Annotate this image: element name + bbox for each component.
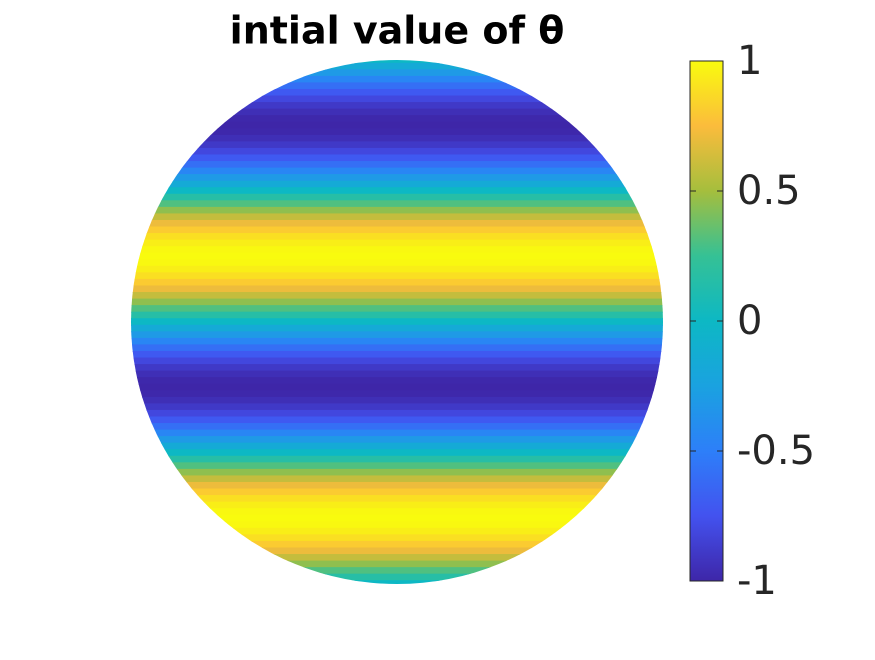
- field-band: [131, 206, 663, 215]
- field-band: [131, 219, 663, 228]
- field-band: [131, 75, 663, 84]
- field-band: [131, 396, 663, 405]
- field-band: [131, 481, 663, 490]
- field-band: [131, 540, 663, 549]
- field-band: [131, 108, 663, 117]
- field-band: [131, 560, 663, 569]
- field-band: [131, 305, 663, 313]
- field-band: [131, 233, 663, 241]
- field-band: [131, 488, 663, 497]
- field-band: [131, 252, 663, 261]
- field-band: [131, 200, 663, 208]
- field-band: [131, 527, 663, 536]
- field-band: [131, 462, 663, 470]
- field-band: [131, 213, 663, 221]
- field-band: [131, 508, 663, 516]
- field-band: [131, 272, 663, 280]
- field-band: [131, 174, 663, 182]
- field-band: [131, 423, 663, 431]
- field-band: [131, 409, 663, 418]
- colorbar-tick-label: -1: [737, 558, 777, 604]
- field-band: [131, 377, 663, 385]
- field-band: [131, 95, 663, 104]
- field-band: [131, 547, 663, 556]
- field-band: [131, 567, 663, 575]
- field-band: [131, 501, 663, 510]
- field-band: [131, 60, 663, 64]
- field-band: [131, 475, 663, 483]
- field-band: [131, 495, 663, 503]
- field-band: [131, 285, 663, 294]
- field-band: [131, 429, 663, 438]
- field-band: [131, 436, 663, 444]
- field-band: [131, 416, 663, 425]
- field-band: [131, 364, 663, 372]
- field-band: [131, 246, 663, 254]
- disk-field: [131, 60, 663, 584]
- field-band: [131, 128, 663, 136]
- colorbar-tick-label: 0.5: [737, 168, 801, 214]
- field-band: [131, 357, 663, 366]
- field-band: [131, 521, 663, 529]
- field-band: [131, 324, 663, 333]
- field-band: [131, 82, 663, 90]
- colorbar-tick-label: 1: [737, 38, 762, 84]
- field-band: [131, 390, 663, 398]
- field-band: [131, 455, 663, 464]
- field-band: [131, 102, 663, 110]
- field-band: [131, 442, 663, 451]
- field-band: [131, 298, 663, 307]
- field-band: [131, 449, 663, 457]
- field-band: [131, 403, 663, 411]
- field-band: [131, 344, 663, 352]
- field-band: [131, 311, 663, 320]
- chart-title: intial value of θ: [230, 9, 565, 53]
- colorbar-tick-label: 0: [737, 298, 762, 344]
- field-band: [131, 141, 663, 149]
- field-band: [131, 337, 663, 346]
- field-band: [131, 180, 663, 189]
- field-band: [131, 167, 663, 176]
- field-band: [131, 580, 663, 584]
- field-band: [131, 278, 663, 287]
- field-band: [131, 265, 663, 274]
- field-band: [131, 193, 663, 202]
- field-band: [131, 154, 663, 163]
- field-band: [131, 69, 663, 77]
- field-band: [131, 62, 663, 71]
- field-band: [131, 318, 663, 326]
- field-band: [131, 115, 663, 123]
- field-band: [131, 383, 663, 392]
- colorbar-tick-label: -0.5: [737, 428, 815, 474]
- field-band: [131, 161, 663, 169]
- field-band: [131, 121, 663, 130]
- field-band: [131, 134, 663, 143]
- field-band: [131, 331, 663, 339]
- field-band: [131, 259, 663, 267]
- field-band: [131, 187, 663, 195]
- field-band: [131, 239, 663, 248]
- field-band: [131, 350, 663, 359]
- field-band: [131, 573, 663, 582]
- field-band: [131, 147, 663, 156]
- field-band: [131, 554, 663, 562]
- field-band: [131, 514, 663, 523]
- field-band: [131, 534, 663, 542]
- field-band: [131, 370, 663, 379]
- field-band: [131, 292, 663, 300]
- field-band: [131, 88, 663, 97]
- field-band: [131, 226, 663, 235]
- field-band: [131, 468, 663, 477]
